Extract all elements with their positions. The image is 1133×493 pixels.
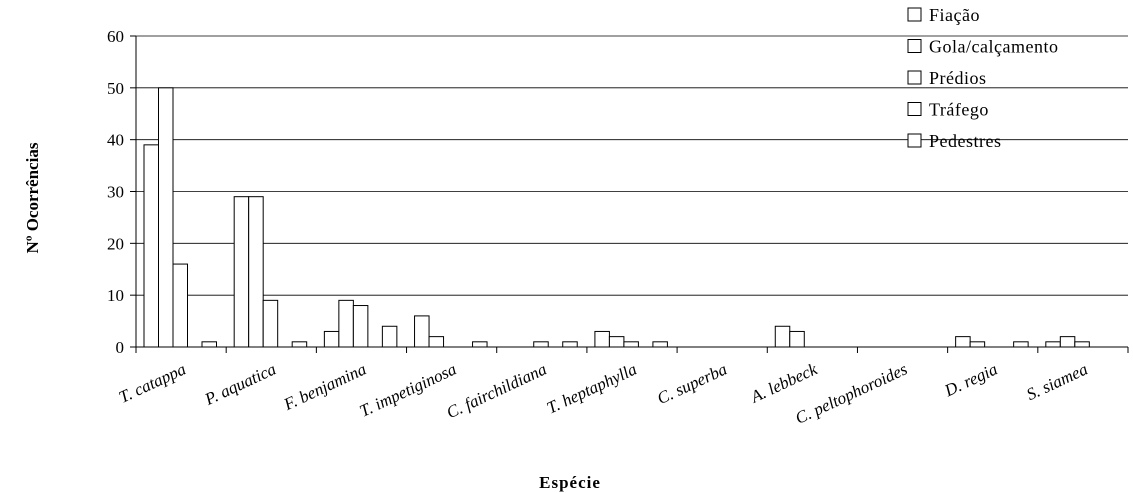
bar xyxy=(969,341,986,348)
bar xyxy=(291,341,308,348)
x-tick-label: P. aquatica xyxy=(201,359,279,409)
bar xyxy=(414,315,430,348)
bar xyxy=(1013,341,1029,348)
bar xyxy=(338,299,354,348)
legend-swatch xyxy=(907,7,922,22)
bar xyxy=(472,341,488,348)
bar xyxy=(533,341,549,348)
bar xyxy=(1059,336,1076,348)
bar xyxy=(172,263,188,348)
bar xyxy=(323,330,340,348)
x-tick-label: A. lebbeck xyxy=(747,359,821,407)
axes xyxy=(130,35,1129,353)
bar xyxy=(562,341,578,348)
bar xyxy=(158,87,174,348)
y-tick-label: 20 xyxy=(107,234,124,253)
y-axis-title: Nº Ocorrências xyxy=(23,142,42,253)
bar xyxy=(428,336,445,348)
bar xyxy=(955,336,971,348)
legend-swatch xyxy=(907,133,922,148)
legend-label: Fiação xyxy=(929,5,980,25)
legend-swatch xyxy=(907,70,922,85)
legend-swatch xyxy=(907,39,922,53)
bar xyxy=(789,330,805,348)
y-tick-label: 0 xyxy=(116,338,125,357)
legend-swatch xyxy=(907,102,922,116)
y-tick-label: 10 xyxy=(107,286,124,305)
x-tick-label: D. regia xyxy=(941,359,1001,400)
x-tick-label: T. heptaphylla xyxy=(544,359,640,417)
x-tick-label: T. impetiginosa xyxy=(357,359,460,420)
legend-label: Prédios xyxy=(929,68,987,88)
bar xyxy=(623,341,639,348)
bar xyxy=(652,341,668,348)
bar xyxy=(201,341,217,348)
bar xyxy=(774,325,791,348)
bar xyxy=(262,299,279,348)
bar xyxy=(594,330,610,348)
x-tick-label: C. superba xyxy=(654,359,730,408)
bar xyxy=(143,144,159,348)
gridlines xyxy=(136,35,1128,296)
bar xyxy=(352,305,369,348)
legend-label: Tráfego xyxy=(929,100,989,120)
y-tick-label: 50 xyxy=(107,79,124,98)
y-tick-labels: 0 10 20 30 40 50 60 xyxy=(107,27,124,357)
y-tick-label: 40 xyxy=(107,131,124,150)
x-tick-label: S. siamea xyxy=(1024,359,1091,404)
x-tick-label: T. catappa xyxy=(116,359,189,406)
y-tick-label: 60 xyxy=(107,27,124,46)
bar xyxy=(381,325,398,348)
x-tick-label: C. fairchildiana xyxy=(444,359,550,422)
bar xyxy=(1045,341,1061,348)
bar xyxy=(233,196,250,348)
x-tick-label: F. benjamina xyxy=(280,359,369,414)
bar xyxy=(1074,341,1090,348)
bar xyxy=(248,196,264,348)
legend-label: Pedestres xyxy=(929,131,1001,151)
x-axis-title: Espécie xyxy=(539,473,601,492)
y-tick-label: 30 xyxy=(107,183,124,202)
legend-label: Gola/calçamento xyxy=(929,37,1058,57)
bars xyxy=(143,87,1090,348)
legend: Fiação Gola/calçamento Prédios Tráfego Pedes… xyxy=(907,5,1058,151)
bar xyxy=(608,336,625,348)
